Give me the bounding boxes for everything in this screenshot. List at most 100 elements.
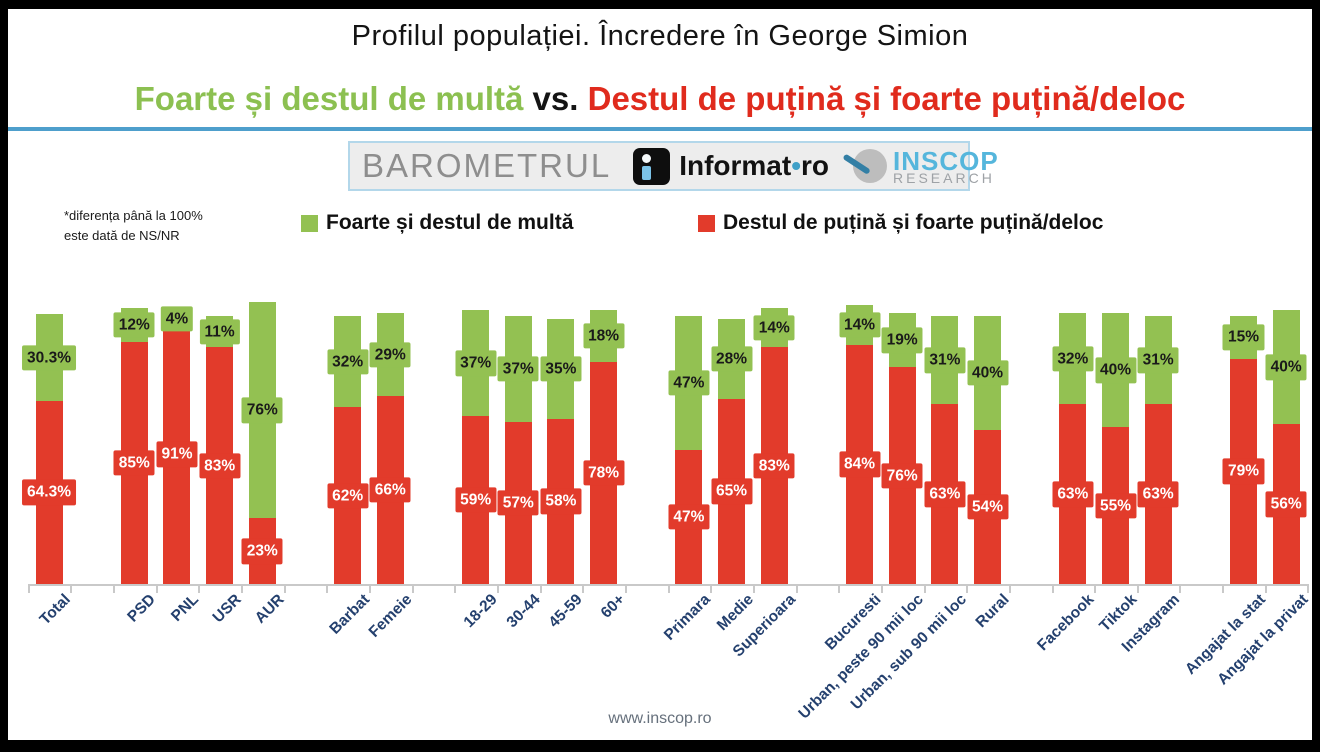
footnote-line2: este dată de NS/NR	[64, 228, 180, 244]
x-axis-tick	[1094, 584, 1097, 593]
category-label-4: AUR	[251, 591, 288, 627]
x-axis-line	[27, 584, 1308, 586]
bar-11-green-label: 47%	[668, 370, 710, 396]
x-axis-tick	[539, 584, 542, 593]
bar-11-red-label: 47%	[668, 504, 710, 530]
bar-17-green-label: 40%	[967, 360, 1009, 386]
informat-icon-dot	[642, 153, 652, 163]
x-axis-tick	[70, 584, 73, 593]
bar-17-red-label: 54%	[967, 494, 1009, 520]
bar-5-green-label: 32%	[327, 349, 369, 375]
x-axis-tick	[27, 584, 30, 593]
x-axis-tick	[240, 584, 243, 593]
bar-15-green-label: 19%	[881, 327, 923, 353]
category-label-9: 45-59	[545, 591, 586, 632]
bar-4-red-label: 23%	[241, 538, 283, 564]
x-axis-tick	[283, 584, 286, 593]
x-axis-tick	[795, 584, 798, 593]
subtitle-red: Destul de puțină și foarte puțină/deloc	[587, 80, 1186, 117]
x-axis-tick	[624, 584, 627, 593]
bar-1-red-label: 85%	[113, 450, 155, 476]
bar-1-green-label: 12%	[113, 311, 155, 338]
inscop-compass-icon	[842, 149, 888, 183]
bar-10-green-label: 18%	[583, 323, 625, 349]
x-axis-tick	[1222, 584, 1225, 593]
x-axis-tick	[155, 584, 158, 593]
x-axis-tick	[496, 584, 499, 593]
bar-9-red-label: 58%	[540, 488, 582, 515]
legend-swatch-red	[698, 214, 715, 232]
subtitle: Foarte și destul de multă vs. Destul de …	[0, 80, 1320, 118]
subtitle-green: Foarte și destul de multă	[134, 80, 524, 117]
page-title: Profilul populației. Încredere în George…	[351, 20, 969, 52]
bar-0-red-label: 64.3%	[22, 479, 76, 506]
legend-item-green: Foarte și destul de multă	[301, 211, 573, 235]
subtitle-vs: vs.	[523, 80, 588, 117]
bar-4-green-label: 76%	[241, 397, 283, 423]
category-label-3: USR	[209, 591, 245, 627]
bar-6-green-label: 29%	[369, 341, 411, 368]
bar-21-red-label: 79%	[1222, 458, 1264, 485]
informat-tld: ro	[801, 150, 830, 181]
bar-14-green-label: 14%	[839, 311, 881, 338]
bar-20-green-label: 31%	[1137, 347, 1179, 373]
inscop-name: INSCOP	[893, 145, 999, 176]
x-axis-tick	[923, 584, 926, 593]
category-label-18: Facebook	[1034, 591, 1098, 655]
x-axis-tick	[966, 584, 969, 593]
category-label-11: Primara	[661, 591, 714, 644]
bar-16-green-label: 31%	[924, 347, 966, 373]
inscop-sub: RESEARCH	[893, 169, 995, 186]
bar-18-green-label: 32%	[1052, 346, 1094, 372]
category-label-1: PSD	[124, 591, 160, 626]
x-axis-tick	[112, 584, 115, 593]
bar-22-red-label: 56%	[1265, 491, 1307, 517]
bar-2-green-label: 4%	[160, 306, 194, 332]
x-axis-tick	[326, 584, 329, 593]
barometrul-logo: BAROMETRUL	[362, 147, 612, 184]
bar-12-green-label: 28%	[711, 346, 753, 372]
x-axis-tick	[411, 584, 414, 593]
x-axis-tick	[1179, 584, 1182, 593]
bar-19-red-label: 55%	[1094, 492, 1137, 519]
legend-label-red: Destul de puțină și foarte puțină/deloc	[723, 211, 1104, 234]
footnote-line1: *diferența până la 100%	[64, 208, 203, 223]
inscop-logo: INSCOP RESEARCH	[842, 145, 999, 186]
category-label-7: 18-29	[460, 591, 501, 632]
bar-6-red-label: 66%	[369, 477, 411, 503]
bar-0-green-label: 30.3%	[22, 344, 76, 371]
category-label-2: PNL	[168, 591, 203, 625]
bar-12-red-label: 65%	[711, 478, 753, 505]
bar-7-red-label: 59%	[455, 487, 497, 513]
x-axis-tick	[1008, 584, 1011, 593]
x-axis-tick	[752, 584, 755, 593]
x-axis-tick	[1136, 584, 1139, 593]
category-label-10: 60+	[597, 591, 629, 622]
divider	[8, 127, 1312, 131]
bar-20-red-label: 63%	[1137, 481, 1179, 507]
x-axis-tick	[880, 584, 883, 593]
bar-10-red-label: 78%	[583, 460, 625, 486]
bar-9-green-label: 35%	[540, 356, 582, 382]
bar-22-green-label: 40%	[1265, 354, 1307, 381]
source-link: www.inscop.ro	[608, 710, 712, 727]
bar-5-red-label: 62%	[327, 482, 369, 509]
informat-dot: •	[791, 150, 802, 181]
informat-icon	[633, 147, 671, 185]
category-label-5: Barbat	[325, 591, 373, 638]
legend-swatch-green	[301, 214, 318, 232]
x-axis-tick	[582, 584, 585, 593]
logo-strip: BAROMETRUL Informat•ro INSCOP RESEARCH	[348, 141, 998, 191]
x-axis-tick	[838, 584, 841, 593]
bar-7-green-label: 37%	[455, 350, 497, 376]
x-axis-tick	[1051, 584, 1054, 593]
category-label-6: Femeie	[365, 591, 416, 641]
legend-label-green: Foarte și destul de multă	[326, 211, 574, 234]
x-axis-tick	[368, 584, 371, 593]
x-axis-tick	[710, 584, 713, 593]
x-axis-tick	[1264, 584, 1267, 593]
informat-icon-bar	[642, 165, 652, 180]
informat-name: Informat	[679, 150, 792, 181]
bar-2-red-label: 91%	[156, 441, 198, 467]
